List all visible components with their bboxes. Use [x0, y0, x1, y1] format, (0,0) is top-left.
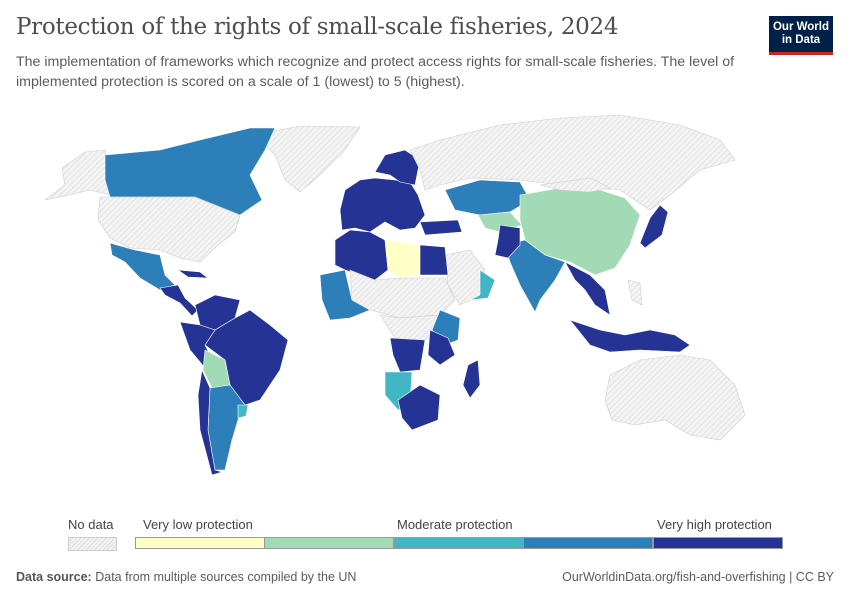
- region-australia[interactable]: [604, 354, 746, 441]
- region-philippines[interactable]: [627, 279, 643, 306]
- region-turkey[interactable]: [419, 219, 463, 236]
- region-alaska[interactable]: [44, 149, 111, 201]
- source-url[interactable]: OurWorldinData.org/fish-and-overfishing …: [562, 570, 834, 584]
- region-mongolia[interactable]: [539, 177, 611, 193]
- legend-no-data-swatch[interactable]: [68, 537, 117, 551]
- region-dr-congo[interactable]: [389, 337, 426, 373]
- region-tanzania[interactable]: [427, 329, 456, 366]
- region-argentina[interactable]: [207, 384, 246, 471]
- region-greenland[interactable]: [254, 125, 361, 193]
- legend-label-moderate: Moderate protection: [397, 517, 513, 532]
- region-west-africa[interactable]: [319, 269, 371, 321]
- region-cuba[interactable]: [176, 269, 209, 279]
- region-southeast-asia[interactable]: [564, 261, 611, 316]
- legend-label-high: Very high protection: [657, 517, 772, 532]
- region-indonesia[interactable]: [569, 319, 691, 353]
- region-united-states[interactable]: [97, 196, 241, 263]
- legend-bin-5[interactable]: [652, 537, 783, 549]
- region-central-america[interactable]: [159, 284, 199, 317]
- legend-label-low: Very low protection: [143, 517, 253, 532]
- page-subtitle: The implementation of frameworks which r…: [16, 54, 735, 90]
- source-label: Data source:: [16, 570, 92, 584]
- region-libya[interactable]: [384, 239, 421, 279]
- region-pakistan[interactable]: [494, 224, 521, 259]
- page-title: Protection of the rights of small-scale …: [16, 14, 619, 40]
- region-kazakhstan[interactable]: [444, 179, 531, 216]
- logo-line-2: in Data: [781, 34, 821, 46]
- region-russia[interactable]: [409, 114, 736, 211]
- region-europe[interactable]: [339, 177, 426, 233]
- region-uruguay[interactable]: [237, 404, 249, 419]
- region-japan[interactable]: [639, 204, 669, 249]
- legend-bin-3[interactable]: [393, 537, 524, 549]
- logo-line-1: Our World: [772, 21, 829, 33]
- region-egypt[interactable]: [419, 244, 449, 276]
- legend-bin-4[interactable]: [523, 537, 654, 549]
- region-chile[interactable]: [197, 368, 224, 476]
- legend-no-data-label: No data: [68, 517, 114, 532]
- legend-bin-1[interactable]: [135, 537, 265, 549]
- region-brazil[interactable]: [204, 309, 289, 406]
- legend-bin-2[interactable]: [264, 537, 395, 549]
- region-madagascar[interactable]: [462, 359, 481, 399]
- region-oman[interactable]: [469, 269, 496, 301]
- region-scandinavia[interactable]: [374, 149, 421, 186]
- data-source: Data source: Data from multiple sources …: [16, 570, 356, 584]
- region-india[interactable]: [504, 239, 566, 313]
- owid-logo[interactable]: Our World in Data: [769, 16, 833, 55]
- region-south-africa[interactable]: [397, 384, 441, 431]
- source-text: Data from multiple sources compiled by t…: [95, 570, 357, 584]
